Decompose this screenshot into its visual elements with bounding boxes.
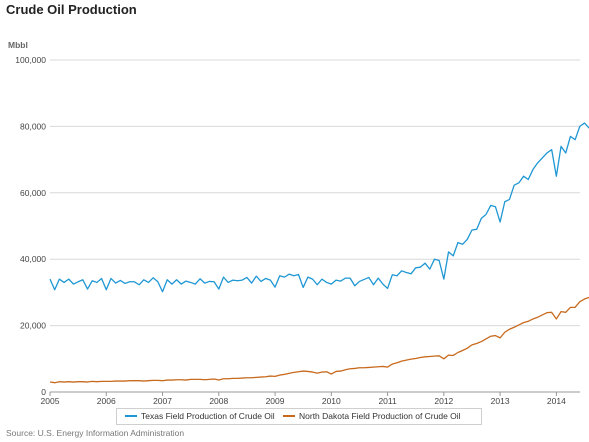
chart-title: Crude Oil Production bbox=[6, 2, 137, 17]
y-tick-label: 20,000 bbox=[20, 321, 46, 331]
x-tick-label: 2012 bbox=[434, 396, 453, 406]
y-tick-label: 40,000 bbox=[20, 254, 46, 264]
legend-label-north-dakota: North Dakota Field Production of Crude O… bbox=[299, 411, 461, 421]
x-axis-ticks: 2005 2006 2007 2008 2009 2010 2011 2012 2013 2014 bbox=[41, 392, 566, 406]
y-axis-ticks: 0 20,000 40,000 60,000 80,000 100,000 bbox=[15, 55, 46, 397]
x-tick-label: 2009 bbox=[266, 396, 285, 406]
legend-item-north-dakota: North Dakota Field Production of Crude O… bbox=[283, 411, 461, 421]
y-tick-label: 80,000 bbox=[20, 121, 46, 131]
y-axis-label: Mbbl bbox=[8, 40, 28, 50]
legend-item-texas: Texas Field Production of Crude Oil bbox=[125, 411, 275, 421]
y-tick-label: 0 bbox=[41, 387, 46, 397]
source-note: Source: U.S. Energy Information Administ… bbox=[6, 428, 185, 438]
series-line-0 bbox=[49, 122, 589, 293]
x-tick-label: 2007 bbox=[153, 396, 172, 406]
legend-label-texas: Texas Field Production of Crude Oil bbox=[141, 411, 275, 421]
x-tick-label: 2011 bbox=[378, 396, 397, 406]
x-tick-label: 2010 bbox=[322, 396, 341, 406]
x-tick-label: 2013 bbox=[491, 396, 510, 406]
x-tick-label: 2006 bbox=[97, 396, 116, 406]
legend-swatch-texas bbox=[125, 415, 137, 417]
legend-swatch-north-dakota bbox=[283, 415, 295, 417]
x-tick-label: 2014 bbox=[547, 396, 566, 406]
grid-lines bbox=[50, 59, 580, 393]
chart-legend: Texas Field Production of Crude Oil Nort… bbox=[116, 408, 482, 425]
series-group bbox=[49, 122, 589, 384]
y-tick-label: 60,000 bbox=[20, 188, 46, 198]
y-tick-label: 100,000 bbox=[15, 55, 46, 65]
x-tick-label: 2005 bbox=[41, 396, 60, 406]
x-tick-label: 2008 bbox=[209, 396, 228, 406]
series-line-1 bbox=[49, 296, 589, 384]
